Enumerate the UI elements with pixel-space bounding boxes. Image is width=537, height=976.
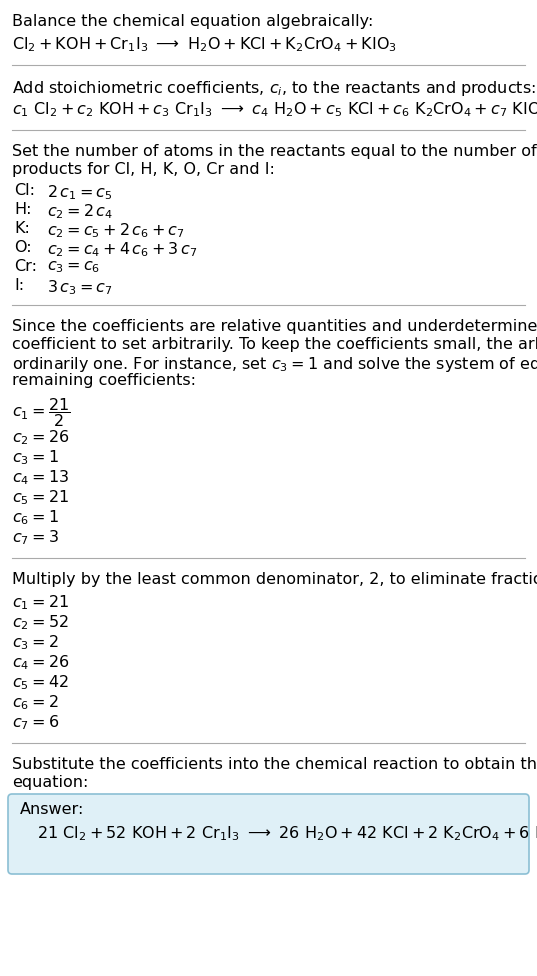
Text: K:: K: [14,221,30,236]
Text: $c_2 = c_5 + 2\,c_6 + c_7$: $c_2 = c_5 + 2\,c_6 + c_7$ [47,221,185,240]
Text: $3\,c_3 = c_7$: $3\,c_3 = c_7$ [47,278,113,297]
Text: Multiply by the least common denominator, 2, to eliminate fractional coefficient: Multiply by the least common denominator… [12,572,537,587]
Text: ordinarily one. For instance, set $c_3 = 1$ and solve the system of equations fo: ordinarily one. For instance, set $c_3 =… [12,355,537,374]
Text: $c_1 = 21$: $c_1 = 21$ [12,593,69,612]
Text: $c_5 = 42$: $c_5 = 42$ [12,673,69,692]
Text: Substitute the coefficients into the chemical reaction to obtain the balanced: Substitute the coefficients into the che… [12,757,537,772]
Text: $c_7 = 3$: $c_7 = 3$ [12,528,59,547]
Text: O:: O: [14,240,32,255]
Text: Cr:: Cr: [14,259,37,274]
Text: $c_5 = 21$: $c_5 = 21$ [12,488,69,507]
Text: remaining coefficients:: remaining coefficients: [12,373,196,388]
Text: H:: H: [14,202,32,217]
Text: $c_4 = 13$: $c_4 = 13$ [12,468,69,487]
Text: $\mathrm{Cl_2 + KOH + Cr_1I_3}\ \longrightarrow\ \mathrm{H_2O + KCl + K_2CrO_4 +: $\mathrm{Cl_2 + KOH + Cr_1I_3}\ \longrig… [12,35,397,54]
Text: $c_1\ \mathrm{Cl_2} + c_2\ \mathrm{KOH} + c_3\ \mathrm{Cr_1I_3}\ \longrightarrow: $c_1\ \mathrm{Cl_2} + c_2\ \mathrm{KOH} … [12,100,537,119]
Text: $c_2 = 2\,c_4$: $c_2 = 2\,c_4$ [47,202,113,221]
Text: $c_7 = 6$: $c_7 = 6$ [12,713,59,732]
Text: $c_3 = 1$: $c_3 = 1$ [12,448,59,467]
Text: Since the coefficients are relative quantities and underdetermined, choose a: Since the coefficients are relative quan… [12,319,537,334]
Text: Balance the chemical equation algebraically:: Balance the chemical equation algebraica… [12,14,373,29]
Text: products for Cl, H, K, O, Cr and I:: products for Cl, H, K, O, Cr and I: [12,162,275,177]
Text: $c_2 = 26$: $c_2 = 26$ [12,428,69,447]
Text: $c_2 = 52$: $c_2 = 52$ [12,613,69,631]
Text: coefficient to set arbitrarily. To keep the coefficients small, the arbitrary  v: coefficient to set arbitrarily. To keep … [12,337,537,352]
Text: Answer:: Answer: [20,802,84,817]
Text: $c_4 = 26$: $c_4 = 26$ [12,653,69,671]
Text: $c_3 = 2$: $c_3 = 2$ [12,633,59,652]
Text: Add stoichiometric coefficients, $c_i$, to the reactants and products:: Add stoichiometric coefficients, $c_i$, … [12,79,536,98]
Text: $2\,c_1 = c_5$: $2\,c_1 = c_5$ [47,183,113,202]
Text: $c_1 = \dfrac{21}{2}$: $c_1 = \dfrac{21}{2}$ [12,396,70,429]
Text: Set the number of atoms in the reactants equal to the number of atoms in the: Set the number of atoms in the reactants… [12,144,537,159]
Text: $21\ \mathrm{Cl_2} + 52\ \mathrm{KOH} + 2\ \mathrm{Cr_1I_3}\ \longrightarrow\ 26: $21\ \mathrm{Cl_2} + 52\ \mathrm{KOH} + … [37,824,537,842]
FancyBboxPatch shape [8,794,529,874]
Text: I:: I: [14,278,24,293]
Text: $c_6 = 2$: $c_6 = 2$ [12,693,59,712]
Text: $c_3 = c_6$: $c_3 = c_6$ [47,259,100,274]
Text: $c_2 = c_4 + 4\,c_6 + 3\,c_7$: $c_2 = c_4 + 4\,c_6 + 3\,c_7$ [47,240,198,259]
Text: Cl:: Cl: [14,183,35,198]
Text: $c_6 = 1$: $c_6 = 1$ [12,508,59,527]
Text: equation:: equation: [12,775,89,790]
